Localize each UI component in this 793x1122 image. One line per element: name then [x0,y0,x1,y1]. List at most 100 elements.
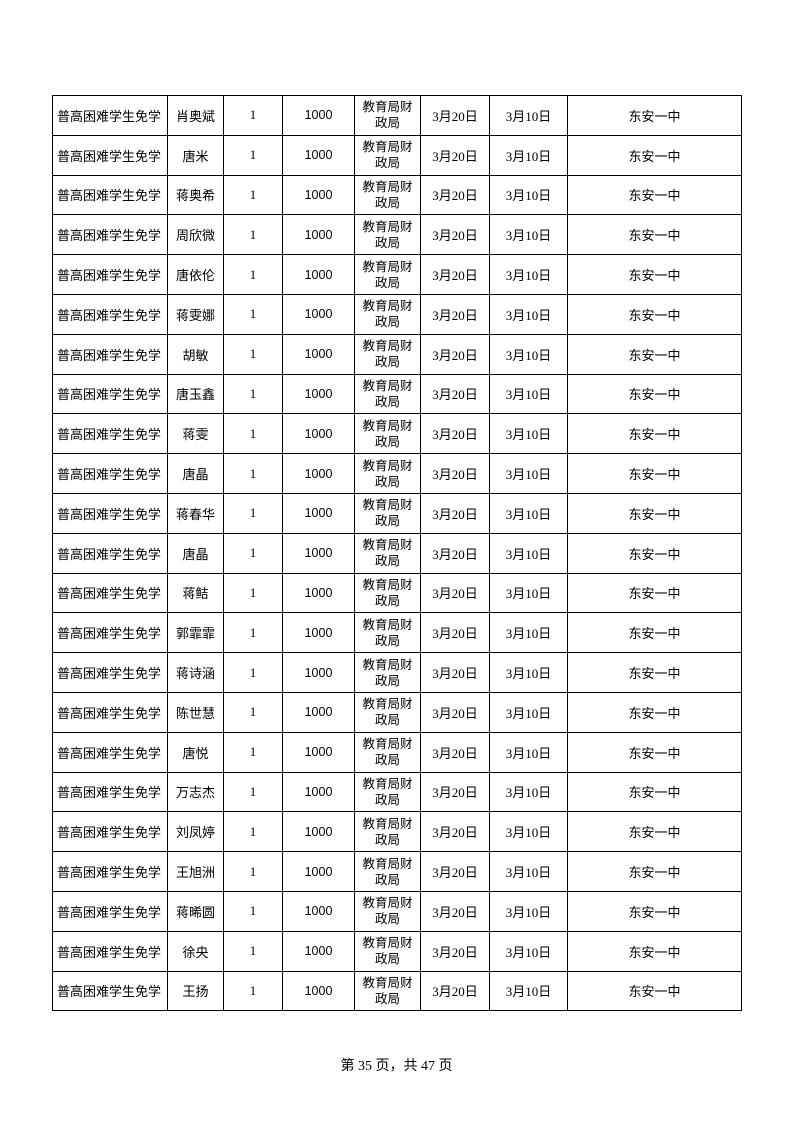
count-cell: 1 [223,95,283,136]
table-row: 普高困难学生免学 蒋雯娜 1 1000 教育局财政局 3月20日 3月10日 东安一中 [52,293,742,335]
count-cell: 1 [223,890,283,932]
cell: 教育局财政局 [354,373,421,415]
table-row: 普高困难学生免学 蒋春华 1 1000 教育局财政局 3月20日 3月10日 东安一中 [52,492,742,534]
school-cell: 东安一中 [567,652,742,693]
date-cell: 3月10日 [489,930,568,972]
amount-cell: 1000 [282,771,355,813]
student-name-cell: 蒋春华 [167,492,224,534]
date-cell: 3月20日 [420,134,490,176]
school-cell: 东安一中 [567,95,742,136]
amount-cell: 1000 [282,95,355,136]
date-cell: 3月20日 [420,373,490,415]
department-cell: 教育局财政局 [362,736,413,768]
table-row: 普高困难学生免学 蒋鲒 1 1000 教育局财政局 3月20日 3月10日 东安一中 [52,572,742,614]
student-name-cell: 蒋奥希 [167,174,224,216]
amount-cell: 1000 [282,930,355,972]
department-cell: 教育局财政局 [362,178,413,210]
count-cell: 1 [223,851,283,892]
cell: 教育局财政局 [354,532,421,574]
count-cell: 1 [223,532,283,574]
cell: 教育局财政局 [354,890,421,932]
department-cell: 教育局财政局 [362,99,413,131]
date-cell: 3月10日 [489,851,568,892]
program-cell: 普高困难学生免学 [52,174,168,216]
page-footer: 第 35 页，共 47 页 [340,1059,453,1074]
amount-cell: 1000 [282,174,355,216]
cell: 教育局财政局 [354,95,421,136]
count-cell: 1 [223,612,283,654]
table-row: 普高困难学生免学 万志杰 1 1000 教育局财政局 3月20日 3月10日 东安一中 [52,771,742,813]
student-name-cell: 郭霏霏 [167,612,224,654]
school-cell: 东安一中 [567,453,742,494]
date-cell: 3月20日 [420,572,490,614]
cell: 教育局财政局 [354,333,421,375]
program-cell: 普高困难学生免学 [52,612,168,654]
program-cell: 普高困难学生免学 [52,851,168,892]
date-cell: 3月10日 [489,95,568,136]
school-cell: 东安一中 [567,413,742,455]
department-cell: 教育局财政局 [362,616,413,648]
count-cell: 1 [223,333,283,375]
cell: 教育局财政局 [354,293,421,335]
date-cell: 3月20日 [420,214,490,256]
date-cell: 3月20日 [420,293,490,335]
date-cell: 3月20日 [420,453,490,494]
school-cell: 东安一中 [567,731,742,773]
student-name-cell: 王旭洲 [167,851,224,892]
amount-cell: 1000 [282,652,355,693]
amount-cell: 1000 [282,572,355,614]
count-cell: 1 [223,970,283,1012]
date-cell: 3月10日 [489,691,568,733]
amount-cell: 1000 [282,691,355,733]
amount-cell: 1000 [282,811,355,853]
count-cell: 1 [223,293,283,335]
department-cell: 教育局财政局 [362,457,413,489]
program-cell: 普高困难学生免学 [52,413,168,455]
student-name-cell: 肖奥斌 [167,95,224,136]
table-row: 普高困难学生免学 蒋奥希 1 1000 教育局财政局 3月20日 3月10日 东安一中 [52,174,742,216]
count-cell: 1 [223,492,283,534]
date-cell: 3月10日 [489,134,568,176]
student-name-cell: 胡敏 [167,333,224,375]
cell: 教育局财政局 [354,731,421,773]
cell: 教育局财政局 [354,214,421,256]
count-cell: 1 [223,572,283,614]
date-cell: 3月10日 [489,413,568,455]
date-cell: 3月10日 [489,293,568,335]
amount-cell: 1000 [282,612,355,654]
date-cell: 3月20日 [420,890,490,932]
amount-cell: 1000 [282,373,355,415]
department-cell: 教育局财政局 [362,576,413,608]
amount-cell: 1000 [282,890,355,932]
count-cell: 1 [223,691,283,733]
program-cell: 普高困难学生免学 [52,453,168,494]
date-cell: 3月20日 [420,930,490,972]
student-name-cell: 唐悦 [167,731,224,773]
date-cell: 3月10日 [489,811,568,853]
program-cell: 普高困难学生免学 [52,652,168,693]
student-name-cell: 徐央 [167,930,224,972]
student-name-cell: 刘凤婷 [167,811,224,853]
school-cell: 东安一中 [567,771,742,813]
school-cell: 东安一中 [567,214,742,256]
cell: 教育局财政局 [354,652,421,693]
program-cell: 普高困难学生免学 [52,492,168,534]
program-cell: 普高困难学生免学 [52,214,168,256]
amount-cell: 1000 [282,731,355,773]
department-cell: 教育局财政局 [362,696,413,728]
school-cell: 东安一中 [567,890,742,932]
amount-cell: 1000 [282,214,355,256]
student-name-cell: 唐依伦 [167,254,224,295]
student-name-cell: 万志杰 [167,771,224,813]
school-cell: 东安一中 [567,970,742,1012]
date-cell: 3月20日 [420,851,490,892]
school-cell: 东安一中 [567,691,742,733]
program-cell: 普高困难学生免学 [52,333,168,375]
school-cell: 东安一中 [567,333,742,375]
program-cell: 普高困难学生免学 [52,930,168,972]
date-cell: 3月10日 [489,492,568,534]
date-cell: 3月20日 [420,174,490,216]
table-row: 普高困难学生免学 王扬 1 1000 教育局财政局 3月20日 3月10日 东安一中 [52,970,742,1012]
program-cell: 普高困难学生免学 [52,731,168,773]
